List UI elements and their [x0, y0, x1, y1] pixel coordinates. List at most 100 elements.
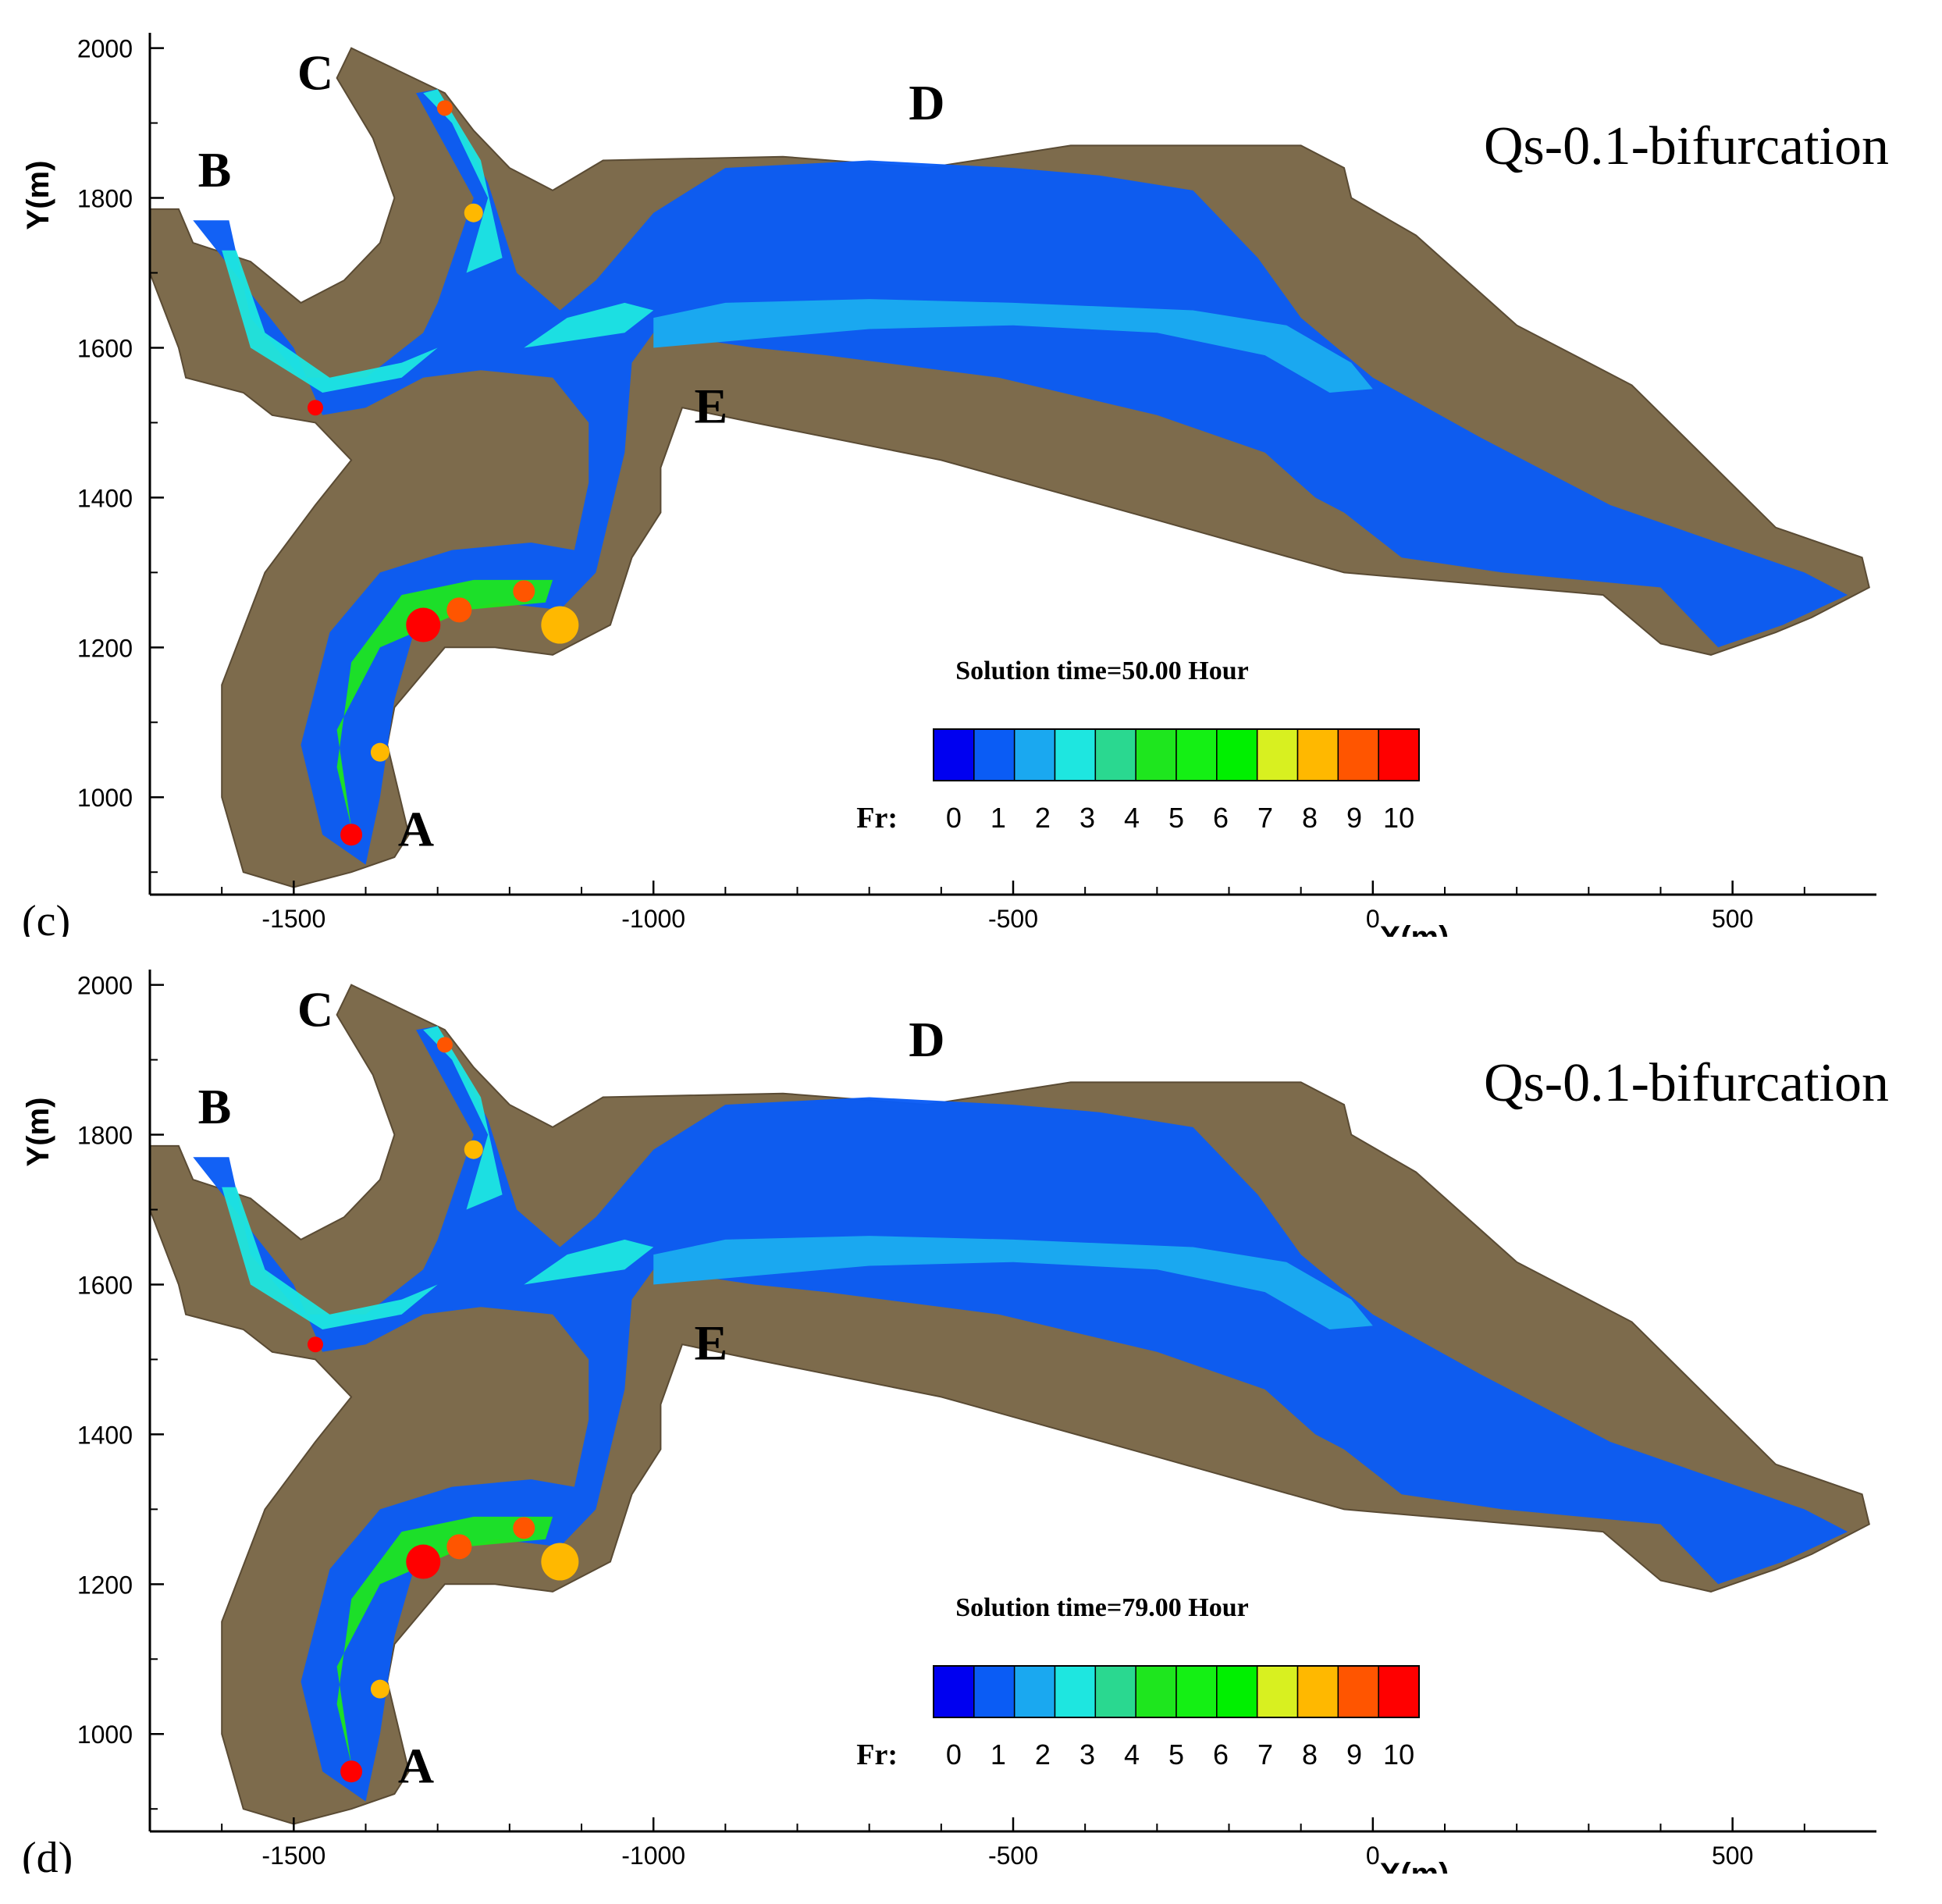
- colorbar-swatch: [1216, 728, 1258, 781]
- colorbar-tick-label: 4: [1124, 802, 1140, 834]
- flow-branch-3: [222, 250, 438, 393]
- x-tick-label: 0: [1366, 1842, 1380, 1870]
- flow-hotspot: [370, 1679, 389, 1699]
- colorbar-tick-label: 9: [1346, 802, 1362, 834]
- froude-map-50h: 1000 1200 1400 1600 1800 2000 -1500 -1000 -500 0 5…: [21, 33, 1889, 937]
- panel-label: (c): [22, 897, 70, 937]
- point-label-e: E: [695, 1315, 728, 1370]
- colorbar-swatch: [1176, 1665, 1218, 1718]
- y-axis-label: Y(m): [21, 161, 55, 230]
- colorbar-tick-label: 3: [1079, 1739, 1095, 1771]
- colorbar-tick-label: 4: [1124, 1739, 1140, 1771]
- point-label-e: E: [695, 378, 728, 433]
- x-tick-label: -500: [988, 905, 1038, 933]
- point-label-b: B: [198, 142, 232, 198]
- panel-label: (d): [22, 1834, 73, 1874]
- y-tick-label: 1600: [77, 1271, 133, 1299]
- point-label-c: C: [297, 981, 333, 1037]
- colorbar-tick-label: 0: [946, 802, 962, 834]
- x-tick-label: -1500: [261, 905, 325, 933]
- solution-time: Solution time=79.00 Hour: [955, 1593, 1248, 1622]
- colorbar-frame: [933, 728, 1420, 781]
- y-tick-label: 1400: [77, 1421, 133, 1449]
- y-tick-label: 1800: [77, 185, 133, 213]
- colorbar-swatch: [933, 1665, 975, 1718]
- colorbar-tick-label: 6: [1213, 802, 1229, 834]
- colorbar-tick-label: 7: [1257, 1739, 1273, 1771]
- colorbar-swatch: [1135, 1665, 1177, 1718]
- flow-hotspot: [340, 824, 363, 846]
- colorbar-swatch: [1296, 1665, 1339, 1718]
- x-tick-label: 500: [1712, 1842, 1753, 1870]
- colorbar-swatch: [1013, 1665, 1056, 1718]
- colorbar-swatch: [1337, 728, 1379, 781]
- colorbar-swatch: [1013, 728, 1056, 781]
- flow-hotspot: [464, 203, 483, 222]
- flow-main-channel: [653, 1236, 1373, 1329]
- colorbar-tick-label: 1: [991, 1739, 1006, 1771]
- colorbar-tick-label: 7: [1257, 802, 1273, 834]
- colorbar-tick-label: 5: [1168, 1739, 1184, 1771]
- colorbar-swatch: [1054, 728, 1097, 781]
- flow-branch-1: [524, 302, 654, 348]
- colorbar-label: Fr:: [856, 1739, 898, 1771]
- colorbar-swatch: [1094, 728, 1136, 781]
- colorbar-frame: [933, 1665, 1420, 1718]
- flow-hotspot: [446, 1534, 472, 1560]
- colorbar-swatch: [973, 1665, 1015, 1718]
- flow-hotspot: [513, 1517, 535, 1539]
- y-tick-label: 2000: [77, 35, 133, 63]
- point-label-d: D: [909, 75, 944, 130]
- colorbar-swatch: [1256, 728, 1299, 781]
- colorbar-tick-label: 3: [1079, 802, 1095, 834]
- flow-region-main: [193, 89, 1848, 865]
- x-tick-label: -1500: [261, 1842, 325, 1870]
- x-tick-label: 500: [1712, 905, 1753, 933]
- flow-hotspot: [340, 1760, 363, 1783]
- colorbar-swatch: [1337, 1665, 1379, 1718]
- flow-hotspot: [406, 607, 441, 642]
- flow-hotspot: [307, 1336, 323, 1353]
- colorbar-swatch: [973, 728, 1015, 781]
- x-axis-label: X(m): [1380, 920, 1449, 937]
- colorbar-tick-label: 8: [1302, 802, 1318, 834]
- chart-title: Qs-0.1-bifurcation: [1484, 116, 1889, 176]
- terrain-background: [149, 984, 1870, 1825]
- colorbar-swatch: [1378, 728, 1420, 781]
- flow-main-channel: [653, 299, 1373, 393]
- colorbar-tick-label: 2: [1035, 1739, 1051, 1771]
- colorbar-tick-label: 1: [991, 802, 1006, 834]
- terrain-background: [149, 47, 1870, 888]
- flow-hotspot: [464, 1140, 483, 1159]
- colorbar-swatch: [1296, 728, 1339, 781]
- flow-branch-2: [423, 89, 503, 273]
- flow-hotspot: [446, 597, 472, 623]
- colorbar-tick-label: 5: [1168, 802, 1184, 834]
- flow-hotspot: [541, 1543, 579, 1581]
- colorbar-swatch: [1176, 728, 1218, 781]
- y-tick-label: 1200: [77, 634, 133, 662]
- y-tick-label: 1800: [77, 1122, 133, 1150]
- colorbar-tick-label: 10: [1383, 1739, 1414, 1771]
- flow-hotspot: [436, 1037, 453, 1053]
- panel-c: 1000 1200 1400 1600 1800 2000 -1500 -1000 -500 0 5…: [0, 0, 1942, 937]
- x-tick-label: -500: [988, 1842, 1038, 1870]
- flow-hotspot: [406, 1544, 441, 1579]
- point-label-d: D: [909, 1012, 944, 1067]
- colorbar-swatch: [1135, 728, 1177, 781]
- panel-d: 1000 1200 1400 1600 1800 2000 -1500 -1000 -500 0 5…: [0, 937, 1942, 1874]
- y-tick-label: 1600: [77, 334, 133, 362]
- x-tick-label: -1000: [621, 1842, 685, 1870]
- colorbar-swatch: [1054, 1665, 1097, 1718]
- flow-branch-3: [222, 1187, 438, 1329]
- colorbar-tick-label: 2: [1035, 802, 1051, 834]
- flow-hotspot: [513, 580, 535, 603]
- colorbar-tick-label: 9: [1346, 1739, 1362, 1771]
- colorbar-swatch: [1094, 1665, 1136, 1718]
- y-tick-label: 2000: [77, 972, 133, 1000]
- y-tick-label: 1000: [77, 1721, 133, 1749]
- colorbar-swatch: [1378, 1665, 1420, 1718]
- x-axis-label: X(m): [1380, 1857, 1449, 1874]
- y-tick-label: 1400: [77, 484, 133, 512]
- colorbar-label: Fr:: [856, 802, 898, 835]
